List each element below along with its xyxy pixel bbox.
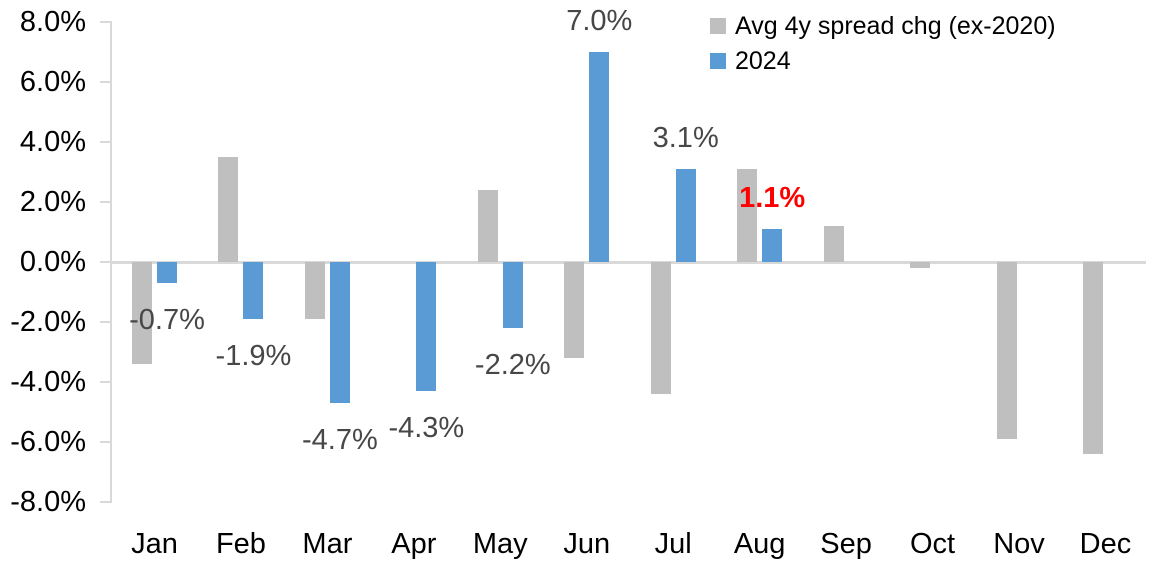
y-axis-tick-label: 0.0%	[19, 246, 86, 278]
y-axis-tick-label: -8.0%	[10, 486, 86, 518]
data-label-mar: -4.7%	[302, 424, 378, 456]
x-axis-label-may: May	[472, 528, 528, 560]
bar-avg-may	[477, 190, 498, 262]
y-axis-tick-mark	[100, 21, 112, 23]
bar-avg-sep	[823, 226, 844, 262]
legend-label-2024: 2024	[735, 46, 791, 75]
y-axis-tick-mark	[100, 441, 112, 443]
x-axis-label-apr: Apr	[391, 528, 437, 560]
x-axis-label-dec: Dec	[1079, 528, 1132, 560]
x-axis-label-oct: Oct	[909, 528, 956, 560]
y-axis-tick-label: -6.0%	[10, 426, 86, 458]
bar-avg-jul	[650, 262, 671, 394]
legend-swatch-gray	[710, 18, 726, 34]
bar-2024-jan	[157, 262, 177, 283]
data-label-feb: -1.9%	[215, 340, 292, 372]
bar-avg-mar	[304, 262, 325, 319]
bar-2024-jul	[675, 169, 696, 262]
x-axis-label-jul: Jul	[654, 528, 692, 560]
y-axis-tick-mark	[100, 321, 112, 323]
bar-2024-apr	[416, 262, 437, 391]
y-axis-tick-label: 8.0%	[19, 6, 86, 38]
y-axis-tick-label: 2.0%	[19, 186, 86, 218]
bar-avg-nov	[996, 262, 1017, 439]
y-axis-tick-mark	[100, 501, 112, 503]
data-label-aug: 1.1%	[739, 182, 806, 214]
y-axis-tick-label: 6.0%	[19, 66, 86, 98]
y-axis-tick-mark	[100, 201, 112, 203]
y-axis-tick-label: 4.0%	[19, 126, 86, 158]
y-axis-tick-mark	[100, 381, 112, 383]
legend-item-2024: 2024	[710, 45, 1056, 77]
legend-swatch-blue	[710, 53, 726, 69]
x-axis-label-jan: Jan	[131, 528, 178, 560]
bar-avg-jun	[564, 262, 585, 358]
bar-avg-aug	[737, 169, 758, 262]
bar-2024-may	[502, 262, 523, 328]
bar-2024-aug	[762, 229, 783, 262]
bar-2024-feb	[243, 262, 264, 319]
bar-avg-dec	[1082, 262, 1103, 454]
bar-2024-jun	[589, 52, 610, 262]
x-axis-label-nov: Nov	[993, 528, 1045, 560]
x-axis-label-jun: Jun	[563, 528, 611, 560]
x-axis-label-aug: Aug	[733, 528, 786, 560]
x-axis-label-feb: Feb	[215, 528, 266, 560]
bar-avg-feb	[218, 157, 239, 262]
y-axis-tick-mark	[100, 81, 112, 83]
data-label-apr: -4.3%	[388, 412, 465, 444]
y-axis-tick-mark	[100, 141, 112, 143]
bar-2024-mar	[329, 262, 350, 403]
data-label-jan: -0.7%	[129, 304, 205, 336]
y-axis-tick-mark	[100, 261, 112, 263]
data-label-may: -2.2%	[474, 349, 551, 381]
bar-avg-oct	[910, 262, 931, 268]
y-axis-tick-label: -4.0%	[10, 366, 86, 398]
legend-item-avg-spread: Avg 4y spread chg (ex-2020)	[710, 10, 1056, 42]
legend: Avg 4y spread chg (ex-2020) 2024	[710, 10, 1056, 77]
data-label-jul: 3.1%	[652, 122, 719, 154]
x-axis-label-sep: Sep	[820, 528, 872, 560]
data-label-jun: 7.0%	[566, 5, 633, 37]
zero-gridline	[110, 260, 1146, 264]
bar-avg-jan	[132, 262, 152, 364]
y-axis-tick-label: -2.0%	[10, 306, 86, 338]
legend-label-avg-spread: Avg 4y spread chg (ex-2020)	[735, 11, 1056, 40]
x-axis-label-mar: Mar	[302, 528, 353, 560]
